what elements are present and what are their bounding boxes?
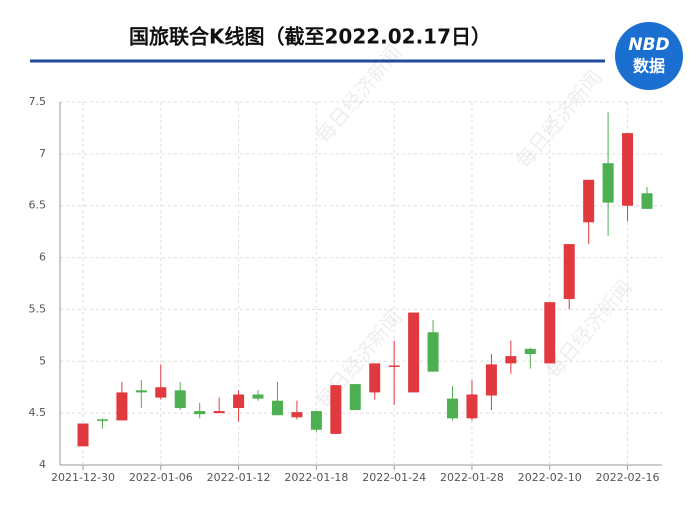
x-tick-label: 2022-02-16 xyxy=(596,471,660,484)
candle-body xyxy=(310,411,322,430)
candle-body xyxy=(194,411,206,415)
candle-body xyxy=(155,387,167,398)
y-tick-label: 6.5 xyxy=(29,199,47,212)
logo-top: NBD xyxy=(628,35,669,55)
candle-body xyxy=(641,193,653,209)
candle-body xyxy=(466,394,478,419)
candle-body xyxy=(427,332,439,372)
x-tick-label: 2022-01-28 xyxy=(440,471,504,484)
y-tick-label: 4.5 xyxy=(29,406,47,419)
y-tick-label: 6 xyxy=(39,251,46,264)
x-tick-label: 2021-12-30 xyxy=(51,471,115,484)
candle-body xyxy=(485,364,497,396)
y-tick-label: 4 xyxy=(39,458,46,471)
x-tick-label: 2022-01-18 xyxy=(284,471,348,484)
watermark: 每日经济新闻 xyxy=(311,40,407,147)
candle-body xyxy=(388,365,400,367)
candle-body xyxy=(544,302,556,364)
grid: 4 4.5 5 5.5 6 6.5 7 7.5 2021-12-30 2022-01-06 2022… xyxy=(29,95,662,484)
x-tick-label: 2022-01-24 xyxy=(362,471,426,484)
candles xyxy=(77,112,653,447)
candle-body xyxy=(116,392,128,421)
candle-body xyxy=(330,385,342,434)
candle-body xyxy=(602,163,614,203)
candle-body xyxy=(291,412,303,418)
candle-body xyxy=(135,390,147,393)
candle-body xyxy=(174,390,186,408)
logo-badge xyxy=(615,22,683,90)
candle-body xyxy=(77,423,89,447)
y-tick-label: 7 xyxy=(39,147,46,160)
candle-body xyxy=(96,419,108,421)
candle-body xyxy=(271,400,283,416)
candle-body xyxy=(505,356,517,364)
candle-body xyxy=(408,312,420,393)
y-tick-label: 5 xyxy=(39,354,46,367)
logo-bottom: 数据 xyxy=(633,57,665,76)
candle-body xyxy=(233,394,245,408)
x-tick-label: 2022-02-10 xyxy=(518,471,582,484)
candle-body xyxy=(369,363,381,393)
watermark: 每日经济新闻 xyxy=(541,275,637,382)
y-tick-label: 5.5 xyxy=(29,302,47,315)
chart-title: 国旅联合K线图（截至2022.02.17日） xyxy=(129,25,491,49)
candle-body xyxy=(622,133,634,206)
watermark: 每日经济新闻 xyxy=(511,65,607,172)
candle-body xyxy=(349,384,361,411)
candle-body xyxy=(213,411,225,414)
candle-body xyxy=(447,398,459,419)
x-tick-label: 2022-01-12 xyxy=(207,471,271,484)
candle-body xyxy=(563,244,575,300)
candle-body xyxy=(524,348,536,355)
candle-body xyxy=(252,394,264,399)
candle-body xyxy=(583,179,595,223)
y-tick-label: 7.5 xyxy=(29,95,47,108)
x-tick-label: 2022-01-06 xyxy=(129,471,193,484)
